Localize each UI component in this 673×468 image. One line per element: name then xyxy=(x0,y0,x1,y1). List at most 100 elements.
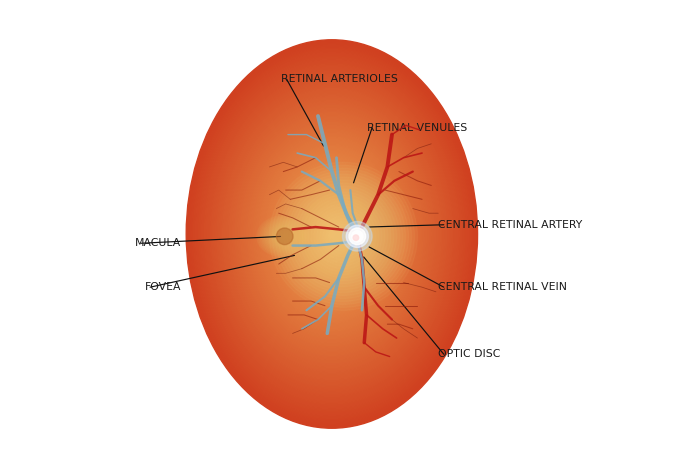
Ellipse shape xyxy=(275,229,292,243)
Ellipse shape xyxy=(277,232,289,241)
Ellipse shape xyxy=(221,86,443,382)
Ellipse shape xyxy=(226,93,437,375)
Ellipse shape xyxy=(312,207,352,261)
Ellipse shape xyxy=(208,69,456,399)
Ellipse shape xyxy=(293,186,394,286)
Ellipse shape xyxy=(303,195,361,273)
Ellipse shape xyxy=(205,64,460,404)
Ellipse shape xyxy=(311,204,376,269)
Ellipse shape xyxy=(279,164,385,304)
Ellipse shape xyxy=(219,83,445,385)
Text: CENTRAL RETINAL ARTERY: CENTRAL RETINAL ARTERY xyxy=(438,220,583,230)
Ellipse shape xyxy=(306,200,357,268)
Ellipse shape xyxy=(273,228,293,244)
Ellipse shape xyxy=(302,195,385,278)
Ellipse shape xyxy=(286,173,378,295)
Text: FOVEA: FOVEA xyxy=(145,282,181,292)
Ellipse shape xyxy=(317,210,370,263)
Ellipse shape xyxy=(270,152,394,316)
Ellipse shape xyxy=(264,144,399,324)
Ellipse shape xyxy=(215,79,448,389)
Ellipse shape xyxy=(213,76,450,392)
Ellipse shape xyxy=(262,142,401,326)
Ellipse shape xyxy=(212,74,452,394)
Ellipse shape xyxy=(230,98,434,370)
Ellipse shape xyxy=(279,233,288,240)
Ellipse shape xyxy=(223,88,441,380)
Ellipse shape xyxy=(201,59,463,409)
Ellipse shape xyxy=(297,188,367,280)
Ellipse shape xyxy=(195,52,468,416)
Ellipse shape xyxy=(255,132,409,336)
Ellipse shape xyxy=(257,134,406,334)
Ellipse shape xyxy=(326,219,361,254)
Ellipse shape xyxy=(266,222,301,250)
Ellipse shape xyxy=(323,222,341,246)
Ellipse shape xyxy=(252,127,412,341)
Ellipse shape xyxy=(330,232,334,236)
Ellipse shape xyxy=(194,50,470,418)
Ellipse shape xyxy=(237,108,427,360)
Ellipse shape xyxy=(192,47,472,421)
Ellipse shape xyxy=(261,219,306,254)
Ellipse shape xyxy=(261,139,403,329)
Ellipse shape xyxy=(246,120,417,348)
Ellipse shape xyxy=(250,125,414,343)
Ellipse shape xyxy=(305,198,382,275)
Ellipse shape xyxy=(228,95,435,373)
Ellipse shape xyxy=(290,178,374,290)
Ellipse shape xyxy=(277,161,386,307)
Ellipse shape xyxy=(323,216,364,257)
Ellipse shape xyxy=(241,113,423,355)
Ellipse shape xyxy=(270,226,297,247)
Ellipse shape xyxy=(271,227,295,246)
Ellipse shape xyxy=(324,224,339,244)
Ellipse shape xyxy=(244,117,419,351)
Ellipse shape xyxy=(290,183,396,290)
Ellipse shape xyxy=(262,220,304,253)
Ellipse shape xyxy=(275,168,411,304)
Ellipse shape xyxy=(268,149,396,319)
Text: CENTRAL RETINAL VEIN: CENTRAL RETINAL VEIN xyxy=(438,282,567,292)
Ellipse shape xyxy=(308,201,379,272)
Ellipse shape xyxy=(267,146,398,322)
Ellipse shape xyxy=(281,166,383,302)
Circle shape xyxy=(346,225,368,248)
Ellipse shape xyxy=(317,214,347,254)
Ellipse shape xyxy=(275,159,388,309)
Circle shape xyxy=(343,221,372,251)
Ellipse shape xyxy=(199,57,465,411)
Ellipse shape xyxy=(276,231,291,242)
Ellipse shape xyxy=(308,203,355,265)
Circle shape xyxy=(353,235,359,241)
Ellipse shape xyxy=(236,105,429,363)
Ellipse shape xyxy=(260,218,307,255)
Ellipse shape xyxy=(284,177,402,295)
Ellipse shape xyxy=(190,44,474,424)
Ellipse shape xyxy=(310,205,354,263)
Ellipse shape xyxy=(319,217,345,251)
Circle shape xyxy=(349,228,365,245)
Ellipse shape xyxy=(264,221,303,251)
Ellipse shape xyxy=(316,212,348,256)
Ellipse shape xyxy=(281,234,286,239)
Ellipse shape xyxy=(232,101,432,367)
Ellipse shape xyxy=(283,168,381,300)
Ellipse shape xyxy=(299,192,388,281)
Ellipse shape xyxy=(305,197,359,271)
Ellipse shape xyxy=(285,171,379,297)
Circle shape xyxy=(352,231,363,242)
Ellipse shape xyxy=(292,181,372,287)
Ellipse shape xyxy=(259,137,404,331)
Ellipse shape xyxy=(338,230,349,242)
Ellipse shape xyxy=(320,212,367,260)
Ellipse shape xyxy=(210,71,454,397)
Ellipse shape xyxy=(341,234,347,239)
Ellipse shape xyxy=(239,110,425,358)
Ellipse shape xyxy=(326,227,337,241)
Ellipse shape xyxy=(334,227,353,245)
Ellipse shape xyxy=(203,62,461,406)
Ellipse shape xyxy=(248,122,416,346)
Ellipse shape xyxy=(288,176,376,292)
Ellipse shape xyxy=(269,162,417,310)
